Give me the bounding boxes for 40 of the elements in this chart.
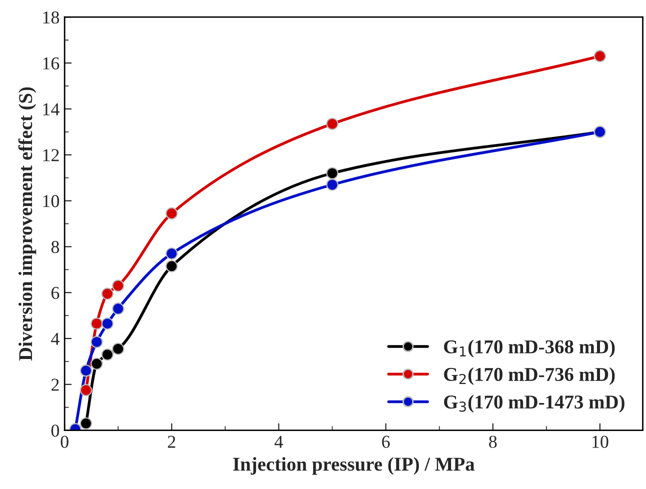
y-tick-label: 4 bbox=[51, 332, 60, 345]
point bbox=[594, 50, 606, 62]
x-tick-label: 4 bbox=[274, 436, 283, 448]
y-tick-label: 6 bbox=[51, 286, 60, 300]
point bbox=[166, 207, 178, 220]
x-tick-label: 0 bbox=[60, 436, 68, 448]
x-tick-label: 8 bbox=[489, 436, 497, 448]
y-tick-label: 16 bbox=[43, 57, 60, 70]
point bbox=[80, 417, 92, 430]
x-tick-label: 6 bbox=[382, 436, 390, 448]
point bbox=[90, 317, 103, 330]
point bbox=[166, 260, 178, 272]
point bbox=[101, 288, 114, 300]
x-tick-label: 10 bbox=[592, 436, 608, 448]
legend-label: G$_{2}$(170 mD-736 mD) bbox=[444, 367, 615, 385]
point bbox=[166, 247, 178, 260]
y-tick-label: 2 bbox=[52, 378, 59, 391]
point bbox=[112, 342, 124, 355]
y-tick-label: 12 bbox=[43, 149, 59, 162]
x-tick-label: 2 bbox=[168, 436, 176, 448]
point bbox=[112, 280, 124, 292]
point bbox=[101, 348, 114, 361]
y-tick-label: 10 bbox=[43, 195, 60, 208]
y-tick-label: 14 bbox=[43, 103, 60, 116]
point bbox=[326, 167, 338, 180]
point bbox=[80, 384, 92, 396]
point bbox=[101, 317, 114, 330]
y-axis-title: Diversion improvement effect (S) bbox=[18, 87, 36, 361]
y-tick-label: 0 bbox=[51, 424, 60, 437]
point bbox=[326, 178, 338, 191]
point bbox=[90, 336, 103, 348]
x-axis-title: Injection pressure (IP) / MPa bbox=[233, 457, 475, 475]
legend-label: G$_{3}$(170 mD-1473 mD) bbox=[444, 394, 624, 413]
legend-label: G$_{1}$(170 mD-368 mD) bbox=[444, 340, 615, 358]
point bbox=[90, 358, 103, 370]
y-tick-label: 8 bbox=[51, 240, 60, 254]
point bbox=[80, 364, 92, 377]
point bbox=[112, 302, 124, 315]
y-tick-label: 18 bbox=[43, 11, 60, 24]
point bbox=[326, 118, 338, 130]
